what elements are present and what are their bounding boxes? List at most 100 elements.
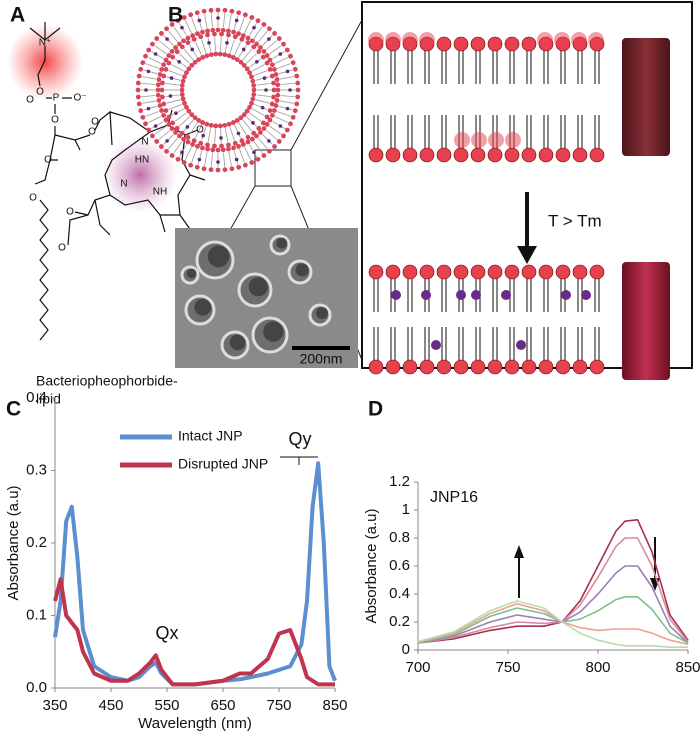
lipid-head: [275, 87, 281, 93]
lipid-tail: [204, 14, 208, 29]
lipid-head: [419, 147, 435, 163]
lipid-head: [276, 36, 282, 41]
lipid-tail: [266, 40, 278, 50]
atom-label: P: [53, 93, 60, 104]
lipid-head: [140, 60, 146, 66]
lipid-tail: [249, 112, 262, 122]
lipid-head: [201, 166, 207, 172]
lipid-tail: [278, 69, 293, 75]
lipid-head: [226, 142, 231, 148]
lipid-head: [487, 359, 503, 375]
porphyrin: [190, 47, 195, 52]
lipid-tail: [220, 128, 222, 143]
lipid-head: [572, 359, 588, 375]
lipid-tail: [278, 105, 293, 111]
panel-label: D: [368, 398, 383, 421]
lipid-head: [261, 126, 267, 131]
x-axis-label: Wavelength (nm): [138, 715, 252, 732]
lipid-head: [150, 133, 155, 139]
lipid-tail: [174, 112, 187, 122]
lipid-tail: [210, 13, 213, 28]
porphyrin: [391, 290, 401, 300]
lipid-head: [521, 147, 537, 163]
lipid-head: [229, 8, 235, 14]
lipid-head: [231, 145, 236, 151]
y-axis-label: Absorbance (a.u): [363, 508, 380, 623]
lipid-head: [194, 10, 200, 16]
lipid-head: [226, 146, 231, 152]
lipid-head: [244, 66, 250, 72]
lipid-head: [174, 125, 180, 131]
panel-label: B: [168, 4, 183, 27]
atom-label: N⁺: [39, 38, 52, 49]
lipid-head: [155, 87, 161, 93]
zoom-line: [229, 185, 256, 231]
porphyrin: [169, 76, 174, 80]
lipid-head: [236, 10, 242, 16]
lipid-head: [589, 147, 605, 163]
lipid-head: [264, 60, 270, 66]
porphyrin: [278, 52, 283, 56]
x-tick-label: 800: [585, 659, 610, 676]
porphyrin: [581, 290, 591, 300]
lipid-head: [251, 83, 257, 88]
lipid-head: [191, 138, 197, 144]
lipid-head: [281, 133, 286, 139]
lipid-head: [504, 264, 520, 280]
lipid-head: [234, 117, 240, 123]
lipid-tail: [151, 51, 164, 59]
lipid-head: [159, 31, 164, 36]
lipid-tail: [244, 146, 251, 160]
lipid-head: [267, 148, 272, 154]
lipid-head: [249, 15, 255, 20]
lipid-tail: [207, 37, 212, 52]
lipid-tail: [224, 128, 229, 143]
lipid-head: [217, 51, 223, 57]
lipid-head: [159, 144, 164, 149]
lipid-head: [271, 80, 276, 86]
porphyrin: [241, 47, 246, 52]
lipid-head: [180, 96, 186, 102]
lipid-head: [250, 136, 255, 142]
porphyrin: [165, 37, 169, 41]
porphyrin: [216, 160, 220, 164]
lipid-head: [179, 44, 185, 50]
lipid-tail: [158, 40, 170, 50]
lipid-tail: [173, 26, 183, 39]
lipid-head: [215, 7, 221, 13]
series-line: [417, 596, 689, 644]
lipid-head: [245, 139, 251, 145]
lipid-head: [226, 53, 232, 59]
lipid-tail: [242, 48, 253, 61]
lipid-head: [260, 120, 266, 126]
lipid-head: [212, 31, 217, 37]
lipid-tail: [249, 144, 257, 157]
stacked-head: [454, 132, 470, 148]
porphyrin: [252, 25, 256, 30]
lipid-head: [150, 41, 155, 47]
lipid-tail: [223, 13, 226, 28]
porphyrin: [516, 340, 526, 350]
lipid-tail: [165, 82, 180, 86]
lipid-tail: [274, 57, 288, 64]
lipid-head: [212, 143, 217, 149]
glow: [7, 24, 83, 100]
transition-label: T > Tm: [548, 211, 602, 230]
lipid-head: [190, 141, 196, 147]
lipid-tail: [207, 128, 212, 143]
lipid-head: [368, 147, 384, 163]
lipid-head: [164, 148, 169, 154]
lipid-head: [194, 164, 200, 170]
lipid-head: [419, 359, 435, 375]
y-tick-label: 1: [402, 501, 410, 518]
stacked-head: [554, 32, 570, 48]
lipid-head: [250, 96, 256, 102]
lipid-head: [239, 36, 245, 42]
lipid-head: [182, 100, 187, 106]
x-tick-label: 750: [495, 659, 520, 676]
lipid-head: [232, 34, 238, 40]
porphyrin: [251, 121, 255, 125]
lipid-tail: [158, 130, 170, 140]
x-tick-label: 850: [675, 659, 700, 676]
